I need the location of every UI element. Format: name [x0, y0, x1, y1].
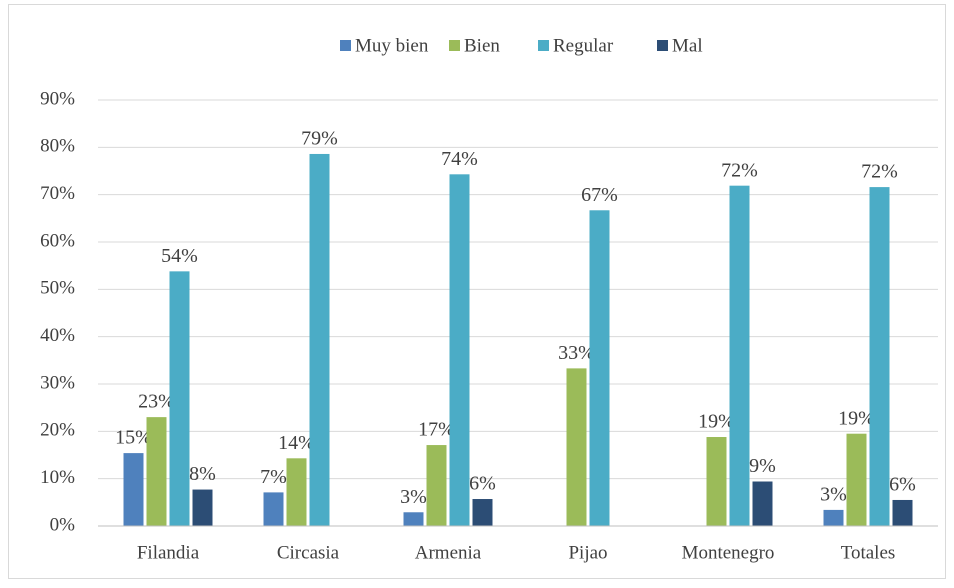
data-label: 9% [749, 455, 776, 477]
bar [706, 437, 727, 526]
bar [846, 433, 867, 526]
data-label: 19% [698, 411, 735, 433]
bar [589, 210, 610, 526]
data-label: 74% [441, 148, 478, 170]
bar [426, 445, 447, 526]
data-label: 7% [260, 466, 287, 488]
bar [146, 417, 167, 526]
y-tick-label: 70% [40, 183, 75, 204]
data-label: 17% [418, 419, 455, 441]
bar [449, 174, 470, 526]
x-tick-label: Filandia [137, 542, 200, 563]
bar [823, 509, 844, 526]
legend-swatch [449, 40, 460, 51]
data-label: 3% [400, 486, 427, 508]
legend-swatch [538, 40, 549, 51]
legend-swatch [657, 40, 668, 51]
legend-label: Mal [672, 35, 703, 56]
y-tick-label: 20% [40, 420, 75, 441]
data-label: 33% [558, 342, 595, 364]
bar [263, 492, 284, 526]
data-label: 14% [278, 432, 315, 454]
data-label: 3% [820, 484, 847, 506]
y-tick-label: 90% [40, 88, 75, 109]
data-label: 15% [115, 427, 152, 449]
data-label: 72% [721, 159, 758, 181]
bar [192, 489, 213, 526]
data-label: 67% [581, 184, 618, 206]
data-label: 6% [889, 474, 916, 496]
bar [169, 271, 190, 526]
legend-label: Muy bien [355, 35, 429, 56]
legend-swatch [340, 40, 351, 51]
bar [123, 453, 144, 526]
y-tick-label: 50% [40, 278, 75, 299]
x-tick-label: Montenegro [682, 542, 775, 563]
y-tick-label: 30% [40, 372, 75, 393]
y-tick-label: 60% [40, 230, 75, 251]
data-label: 54% [161, 245, 198, 267]
bar [566, 368, 587, 526]
bar [403, 512, 424, 526]
y-tick-label: 40% [40, 325, 75, 346]
bar [729, 185, 750, 526]
data-label: 6% [469, 473, 496, 495]
bar [752, 481, 773, 526]
x-tick-label: Circasia [277, 542, 340, 563]
x-tick-label: Armenia [415, 542, 482, 563]
data-label: 19% [838, 407, 875, 429]
y-tick-label: 80% [40, 136, 75, 157]
data-label: 8% [189, 463, 216, 485]
bar [472, 499, 493, 526]
bar [309, 153, 330, 526]
data-label: 72% [861, 161, 898, 183]
bar [892, 499, 913, 526]
legend-label: Regular [553, 35, 614, 56]
legend-label: Bien [464, 35, 500, 56]
data-label: 23% [138, 391, 175, 413]
data-label: 79% [301, 128, 338, 150]
x-tick-label: Pijao [568, 542, 607, 563]
y-tick-label: 0% [50, 514, 76, 535]
y-tick-label: 10% [40, 467, 75, 488]
bar [869, 187, 890, 527]
bar [286, 458, 307, 526]
x-tick-label: Totales [841, 542, 896, 563]
